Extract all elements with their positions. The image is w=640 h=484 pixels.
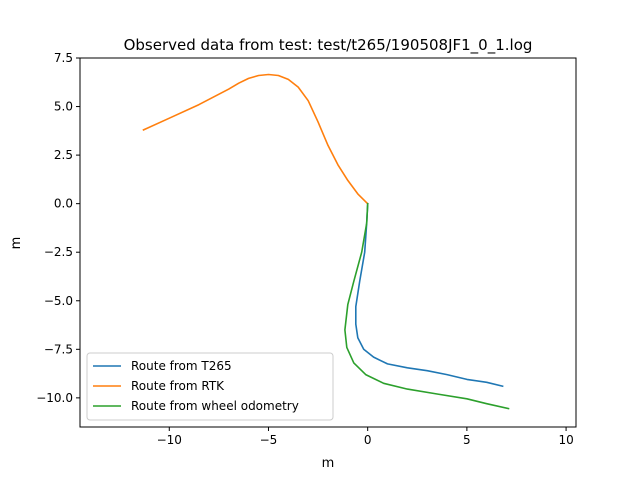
- x-tick-label: 10: [558, 433, 573, 447]
- series-line-1: [354, 202, 504, 388]
- y-tick-label: 5.0: [54, 100, 73, 114]
- series-line-3: [344, 202, 510, 410]
- legend-frame: [86, 352, 334, 421]
- x-tick-label: −5: [260, 433, 278, 447]
- x-tick-label: 5: [463, 433, 471, 447]
- legend-label: Route from T265: [131, 359, 232, 373]
- y-tick-label: −7.5: [44, 342, 73, 356]
- y-tick-label: 0.0: [54, 197, 73, 211]
- y-axis-ticks: 7.5 5.0 2.5 0.0 −2.5 −5.0 −7.5 −10.0: [36, 51, 80, 405]
- x-tick-label: −10: [157, 433, 182, 447]
- x-axis-ticks: −10 −5 0 5 10: [157, 427, 574, 447]
- y-tick-label: 7.5: [54, 51, 73, 65]
- y-tick-label: −2.5: [44, 245, 73, 259]
- axes-frame: [79, 57, 577, 428]
- y-axis-label: m: [9, 237, 24, 250]
- legend-label: Route from wheel odometry: [131, 399, 299, 413]
- legend: Route from T265 Route from RTK Route from …: [86, 352, 334, 421]
- chart-title: Observed data from test: test/t265/19050…: [124, 36, 533, 55]
- series-line-2: [142, 73, 369, 205]
- plot-area: −10 −5 0 5 10 7.5 5.0 2.5 0.0 −2.5 −5.0 −7.5 −10.0: [36, 51, 577, 447]
- x-axis-label: m: [322, 456, 335, 471]
- legend-label: Route from RTK: [131, 379, 225, 393]
- series-lines: [142, 73, 510, 410]
- x-tick-label: 0: [364, 433, 372, 447]
- y-tick-label: −5.0: [44, 294, 73, 308]
- y-tick-label: 2.5: [54, 148, 73, 162]
- y-tick-label: −10.0: [36, 391, 73, 405]
- legend-entries: Route from T265 Route from RTK Route from …: [93, 359, 299, 413]
